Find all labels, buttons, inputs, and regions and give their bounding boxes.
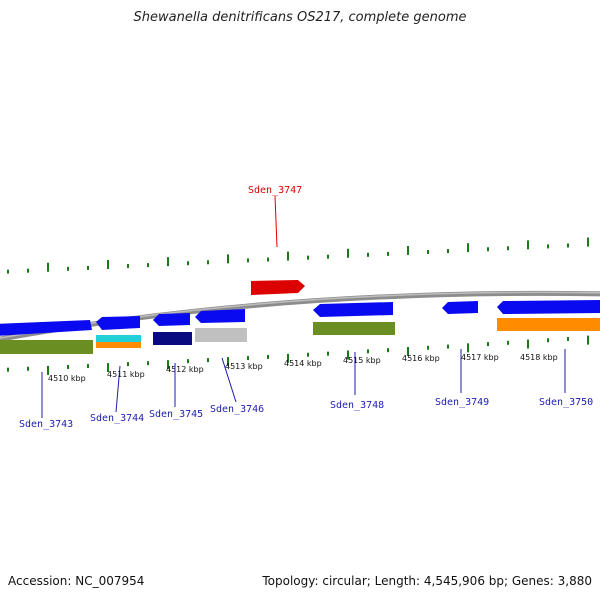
feature-bar-green-1 — [0, 340, 93, 354]
gene-arrow-sden-3749[interactable] — [442, 301, 478, 314]
gene-arrow-sden-3750[interactable] — [497, 300, 600, 314]
gene-arrow-sden-3743[interactable] — [0, 320, 92, 336]
genome-title: Shewanella denitrificans OS217, complete… — [133, 10, 467, 25]
gene-arrow-sden-3746[interactable] — [195, 309, 245, 323]
topology-text: Topology: circular; Length: 4,545,906 bp… — [262, 574, 592, 588]
scale-label: 4517 kbp — [461, 353, 499, 362]
gene-label-sden-3743[interactable]: Sden_3743 — [19, 419, 73, 430]
gene-leader-line — [115, 365, 121, 413]
gene-leader-line — [221, 357, 237, 403]
scale-label: 4513 kbp — [225, 362, 263, 371]
feature-bar-green-2 — [313, 322, 395, 335]
gene-arrow-sden-3748[interactable] — [313, 302, 393, 317]
feature-bar-orange-2 — [497, 318, 600, 331]
gene-arrow-sden-3744[interactable] — [96, 316, 140, 330]
scale-label: 4518 kbp — [520, 353, 558, 362]
scale-label: 4512 kbp — [166, 365, 204, 374]
gene-label-sden-3747[interactable]: Sden_3747 — [248, 185, 302, 196]
feature-bar-orange-1 — [96, 342, 141, 348]
feature-bar-cyan — [96, 335, 141, 342]
gene-label-sden-3744[interactable]: Sden_3744 — [90, 413, 144, 424]
accession-text: Accession: NC_007954 — [8, 574, 145, 588]
scale-label: 4514 kbp — [284, 359, 322, 368]
gene-label-sden-3745[interactable]: Sden_3745 — [149, 409, 203, 420]
gene-label-sden-3749[interactable]: Sden_3749 — [435, 397, 489, 408]
gene-arrow-sden-3745[interactable] — [153, 313, 190, 326]
top-scale-ticks — [7, 237, 589, 274]
scale-labels: 4510 kbp 4511 kbp 4512 kbp 4513 kbp 4514 kbp… — [48, 353, 558, 383]
gene-labels: Sden_3743 Sden_3744 Sden_3745 Sden_3746 Sden… — [19, 185, 593, 430]
gene-label-sden-3750[interactable]: Sden_3750 — [539, 397, 593, 408]
gene-label-sden-3746[interactable]: Sden_3746 — [210, 404, 264, 415]
scale-label: 4516 kbp — [402, 354, 440, 363]
gene-arrow-sden-3747[interactable] — [251, 280, 305, 295]
scale-label: 4510 kbp — [48, 374, 86, 383]
gene-label-sden-3748[interactable]: Sden_3748 — [330, 400, 384, 411]
gene-leader-line — [274, 195, 278, 248]
feature-bar-navy — [153, 332, 192, 345]
scale-label: 4515 kbp — [343, 356, 381, 365]
feature-bar-gray — [195, 328, 247, 342]
bottom-scale-ticks — [7, 335, 589, 375]
scale-label: 4511 kbp — [107, 370, 145, 379]
